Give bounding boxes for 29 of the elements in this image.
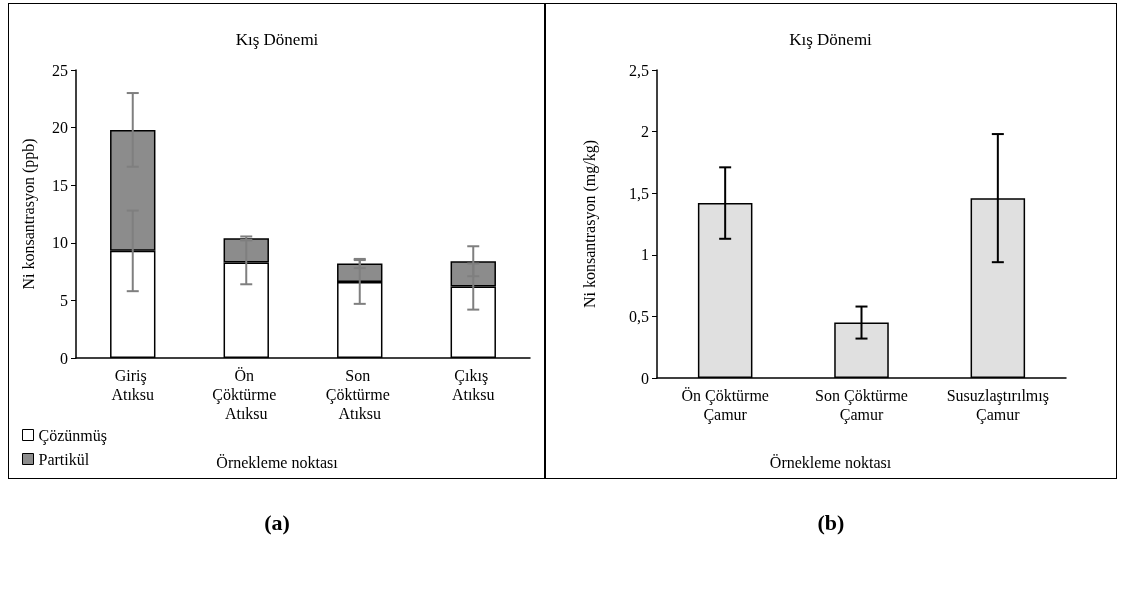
y-tick-label: 0 [60,349,68,367]
legend-label: Partikül [38,450,90,468]
x-tick-label: Ön Çöktürme Atıksu [212,367,281,422]
y-axis-title: Ni konsantrasyon (mg/kg) [580,140,599,308]
chart-title: Kış Dönemi [235,30,319,49]
y-tick-label: 15 [52,176,68,194]
y-tick-label: 2 [641,123,649,141]
x-tick-label: Ön Çöktürme Çamur [681,387,769,424]
y-tick-label: 0 [641,369,649,387]
legend-label: Çözünmüş [38,426,107,445]
text: (b) [816,510,846,536]
x-tick-label: Son Çöktürme Çamur [815,387,908,424]
x-axis-title: Örnekleme noktası [769,453,892,471]
y-tick-label: 1 [641,246,649,264]
y-tick-label: 20 [52,119,68,137]
x-tick-label: Son Çöktürme Atıksu [325,367,394,422]
text: (a) [263,510,291,536]
x-tick-label: Giriş Atıksu [111,367,155,403]
y-tick-label: 5 [60,291,68,309]
x-tick-label: Susuzlaştırılmış Çamur [946,387,1049,424]
y-tick-label: 1,5 [629,184,649,202]
chart-title: Kış Dönemi [789,30,873,49]
y-tick-label: 2,5 [629,61,649,79]
x-axis-title: Örnekleme noktası [216,453,339,471]
x-tick-label: Çıkış Atıksu [451,367,495,403]
y-tick-label: 0,5 [629,307,649,325]
y-axis-title: Ni konsantrasyon (ppb) [19,138,38,290]
y-tick-label: 25 [52,61,68,79]
y-tick-label: 10 [52,234,68,252]
